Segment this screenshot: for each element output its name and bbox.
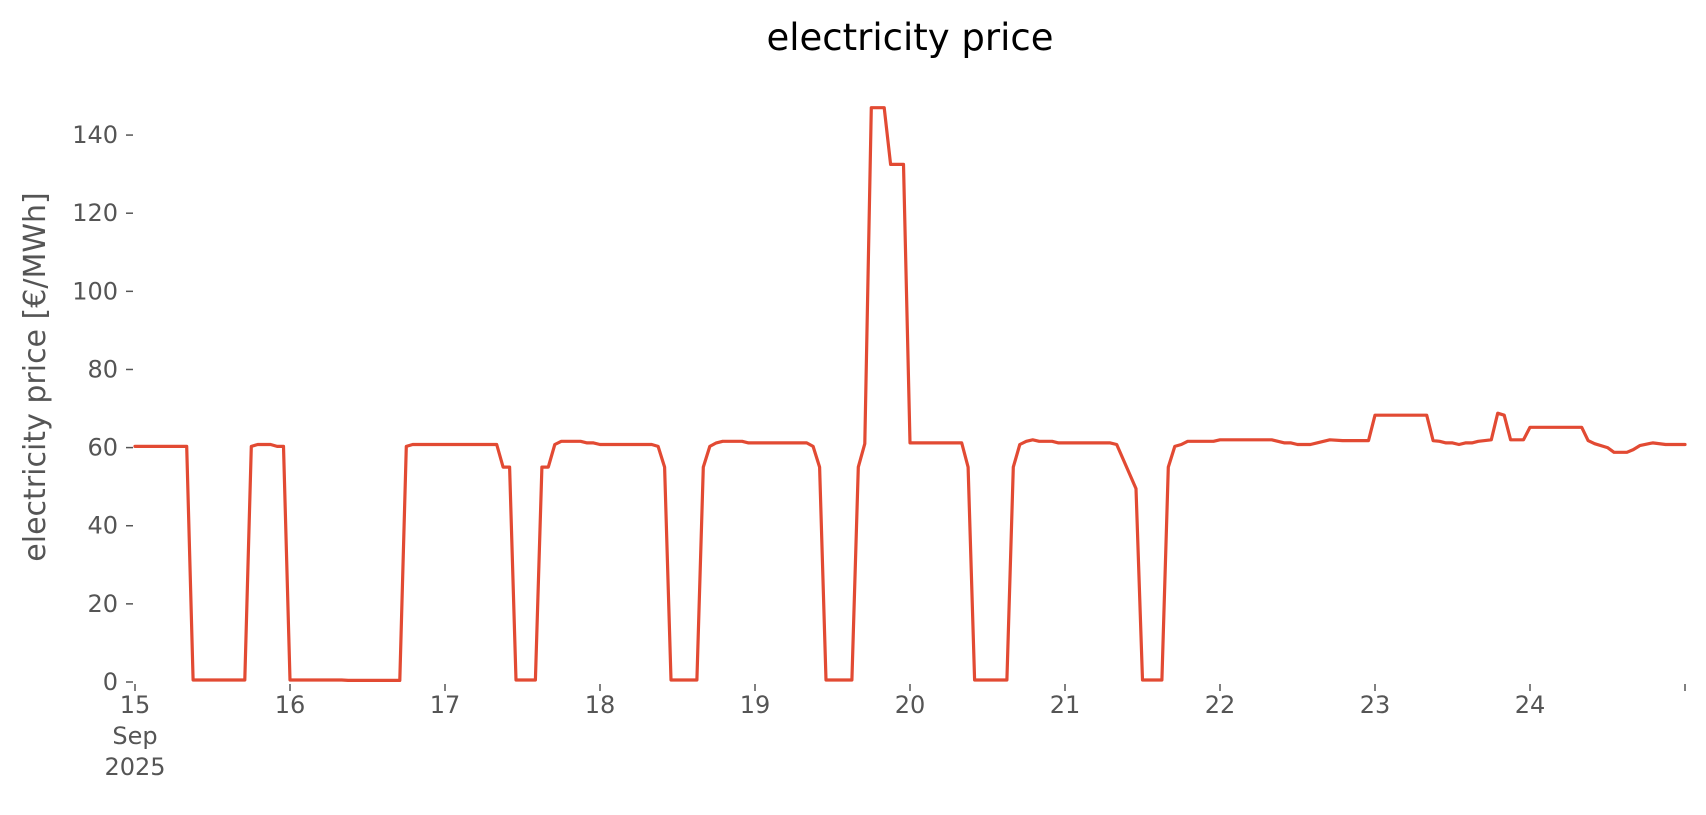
x-tick-label: 23	[1360, 691, 1391, 719]
y-tick-label: 80	[87, 355, 118, 383]
x-tick-label: 17	[430, 691, 461, 719]
y-tick-label: 20	[87, 590, 118, 618]
x-tick-label: 2025	[104, 753, 165, 781]
x-tick-label: 15	[120, 691, 151, 719]
y-tick-label: 120	[72, 199, 118, 227]
x-axis: 15 Sep 2025 16 17 18 19 20 21 22 23 24	[104, 684, 1686, 781]
y-tick-label: 40	[87, 512, 118, 540]
x-tick-label: 24	[1515, 691, 1546, 719]
x-tick-label: 21	[1050, 691, 1081, 719]
y-tick-label: 60	[87, 434, 118, 462]
x-tick-label: 16	[275, 691, 306, 719]
x-tick-label: 22	[1205, 691, 1236, 719]
x-tick-label: Sep	[112, 722, 157, 750]
price-series-line	[133, 106, 1687, 682]
y-tick-label: 100	[72, 277, 118, 305]
y-tick-label: 0	[103, 668, 118, 696]
chart-title: electricity price	[766, 16, 1053, 59]
x-tick-label: 20	[895, 691, 926, 719]
y-axis: 0 20 40 60 80 100 120 140	[72, 121, 133, 696]
y-tick-label: 140	[72, 121, 118, 149]
y-axis-label: electricity price [€/MWh]	[18, 192, 53, 561]
x-tick-label: 19	[740, 691, 771, 719]
plot-area	[133, 106, 1687, 682]
x-tick-label: 18	[585, 691, 616, 719]
